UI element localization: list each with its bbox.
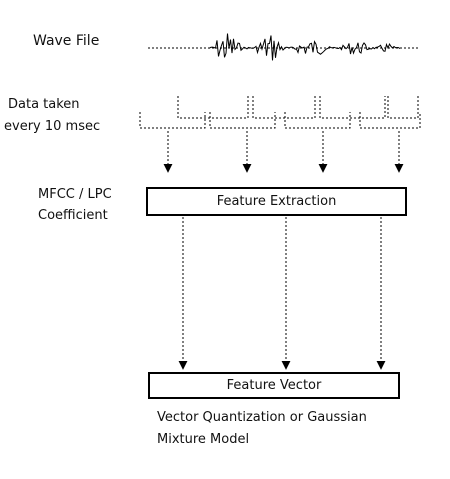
data-taken-label-line1: Data taken (8, 97, 80, 112)
waveform (148, 33, 420, 61)
vq-label-line2: Mixture Model (157, 432, 250, 447)
coefficient-label-line1: MFCC / LPC (38, 187, 112, 202)
feature-extraction-box: Feature Extraction (146, 187, 407, 216)
data-taken-label-line2: every 10 msec (4, 119, 101, 134)
extraction-arrows (178, 217, 386, 370)
coefficient-label-line2: Coefficient (38, 208, 108, 223)
frame-windows (139, 96, 421, 129)
frame-arrows (163, 131, 404, 173)
feature-vector-box: Feature Vector (148, 372, 400, 399)
wave-file-label: Wave File (33, 33, 100, 49)
vq-label-line1: Vector Quantization or Gaussian (157, 410, 367, 425)
